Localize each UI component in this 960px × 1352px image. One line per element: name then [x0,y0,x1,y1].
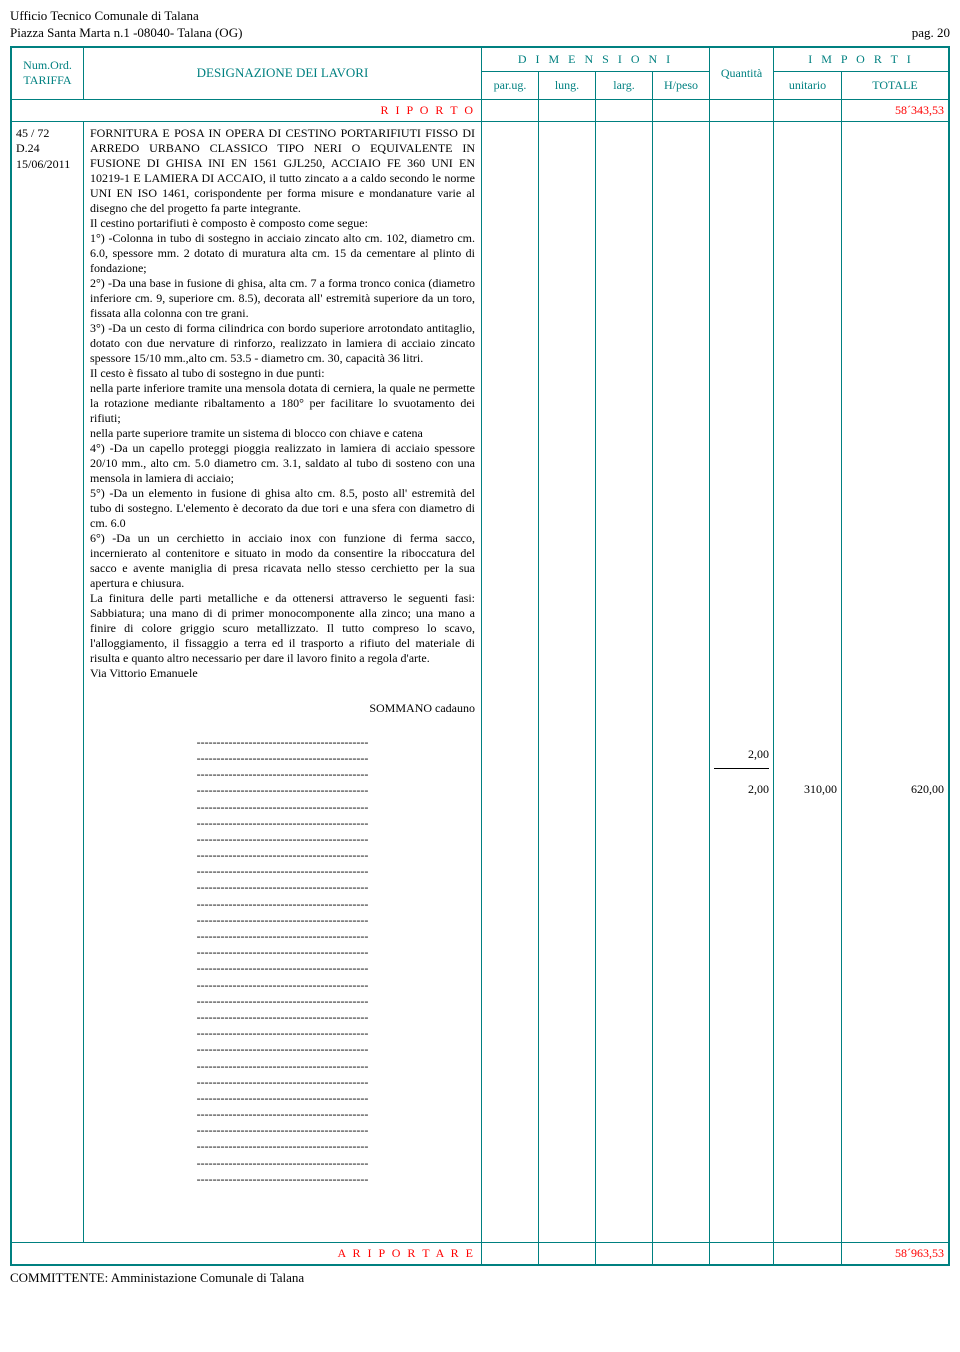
th-designazione: DESIGNAZIONE DEI LAVORI [84,48,482,99]
dashes-block: ----------------------------------------… [90,734,475,1187]
ariportare-row: A R I P O R T A R E 58´963,53 [12,1242,948,1264]
table-header-row: Num.Ord. TARIFFA DESIGNAZIONE DEI LAVORI… [12,48,948,100]
item-date: 15/06/2011 [16,157,79,173]
th-dimensioni: D I M E N S I O N I par.ug. lung. larg. … [482,48,710,99]
col-totale: 620,00 [842,122,948,1242]
col-unitario: 310,00 [774,122,842,1242]
dash-line: ----------------------------------------… [90,1155,475,1171]
dash-line: ----------------------------------------… [90,847,475,863]
col-numord: 45 / 72 D.24 15/06/2011 [12,122,84,1242]
qta-via: 2,00 [748,747,769,762]
dash-line: ----------------------------------------… [90,977,475,993]
th-totale: TOTALE [842,72,948,99]
dash-line: ----------------------------------------… [90,912,475,928]
dash-line: ----------------------------------------… [90,863,475,879]
ariportare-totale: 58´963,53 [842,1243,948,1264]
th-unitario: unitario [774,72,842,99]
header-org: Ufficio Tecnico Comunale di Talana Piazz… [10,8,950,42]
dash-line: ----------------------------------------… [90,766,475,782]
dash-line: ----------------------------------------… [90,1058,475,1074]
th-importi: I M P O R T I unitario TOTALE [774,48,948,99]
col-parug [482,122,539,1242]
totale-val: 620,00 [911,782,944,797]
org-line2: Piazza Santa Marta n.1 -08040- Talana (O… [10,25,242,42]
org-line1: Ufficio Tecnico Comunale di Talana [10,8,950,25]
th-numord: Num.Ord. TARIFFA [12,48,84,99]
item-code: D.24 [16,141,79,157]
riporto-totale: 58´343,53 [842,100,948,121]
dash-line: ----------------------------------------… [90,1171,475,1187]
dash-line: ----------------------------------------… [90,782,475,798]
dash-line: ----------------------------------------… [90,1090,475,1106]
item-description: FORNITURA E POSA IN OPERA DI CESTINO POR… [90,126,475,666]
th-quantita: Quantità [710,48,774,99]
dash-line: ----------------------------------------… [90,1025,475,1041]
dash-line: ----------------------------------------… [90,1009,475,1025]
main-table: Num.Ord. TARIFFA DESIGNAZIONE DEI LAVORI… [10,46,950,1266]
dash-line: ----------------------------------------… [90,1041,475,1057]
ariportare-label: A R I P O R T A R E [12,1243,482,1264]
unitario-val: 310,00 [804,782,837,797]
riporto-row: R I P O R T O 58´343,53 [12,100,948,122]
dash-line: ----------------------------------------… [90,879,475,895]
dash-line: ----------------------------------------… [90,1106,475,1122]
page-number: pag. 20 [912,25,950,42]
qta-sommano: 2,00 [748,782,769,797]
dash-line: ----------------------------------------… [90,1074,475,1090]
footer-committente: COMMITTENTE: Amministazione Comunale di … [10,1270,950,1286]
dash-line: ----------------------------------------… [90,799,475,815]
dash-line: ----------------------------------------… [90,928,475,944]
item-sommano: SOMMANO cadauno [90,701,475,716]
dash-line: ----------------------------------------… [90,815,475,831]
th-parug: par.ug. [482,72,539,99]
dash-line: ----------------------------------------… [90,1122,475,1138]
dash-line: ----------------------------------------… [90,831,475,847]
col-description: FORNITURA E POSA IN OPERA DI CESTINO POR… [84,122,482,1242]
col-hpeso [653,122,710,1242]
item-num: 45 / 72 [16,126,79,142]
th-hpeso: H/peso [653,72,709,99]
dash-line: ----------------------------------------… [90,750,475,766]
body-row: 45 / 72 D.24 15/06/2011 FORNITURA E POSA… [12,122,948,1242]
item-via: Via Vittorio Emanuele [90,666,475,681]
th-lung: lung. [539,72,596,99]
dash-line: ----------------------------------------… [90,734,475,750]
qta-underline [714,768,769,769]
dash-line: ----------------------------------------… [90,1138,475,1154]
col-quantita: 2,00 2,00 [710,122,774,1242]
col-lung [539,122,596,1242]
dash-line: ----------------------------------------… [90,960,475,976]
dash-line: ----------------------------------------… [90,896,475,912]
dash-line: ----------------------------------------… [90,944,475,960]
col-larg [596,122,653,1242]
th-larg: larg. [596,72,653,99]
riporto-label: R I P O R T O [12,100,482,121]
dash-line: ----------------------------------------… [90,993,475,1009]
